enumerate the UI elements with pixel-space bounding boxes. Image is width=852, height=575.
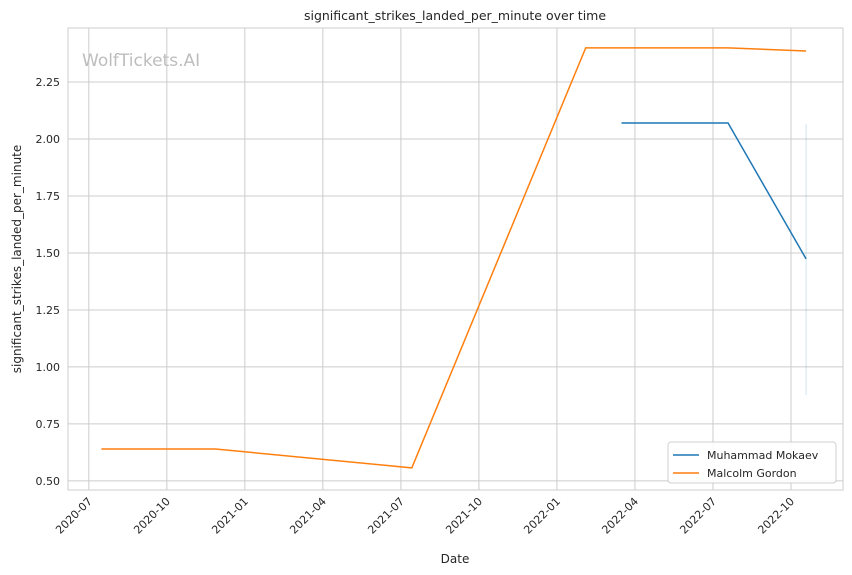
legend-label-mokaev: Muhammad Mokaev [707, 449, 819, 462]
x-tick-label: 2021-10 [443, 495, 485, 537]
series-line-malcolm-gordon [101, 47, 807, 469]
y-tick-label: 2.25 [36, 76, 61, 89]
y-tick-label: 1.75 [36, 190, 61, 203]
x-tick-label: 2021-04 [287, 495, 329, 537]
y-tick-label: 2.00 [36, 133, 61, 146]
legend-box [667, 441, 837, 484]
x-tick-label: 2020-07 [53, 495, 95, 537]
x-tick-label: 2022-01 [521, 495, 563, 537]
y-tick-label: 0.75 [36, 418, 61, 431]
x-tick-label: 2022-10 [755, 495, 797, 537]
x-tick-label: 2021-01 [209, 495, 251, 537]
x-tick-label: 2022-07 [677, 495, 719, 537]
y-tick-label: 1.25 [36, 304, 61, 317]
x-axis-label: Date [441, 552, 470, 566]
x-tick-label: 2021-07 [365, 495, 407, 537]
legend-label-gordon: Malcolm Gordon [707, 467, 797, 480]
series-line-muhammad-mokaev [621, 122, 807, 260]
x-tick-label: 2020-10 [131, 495, 173, 537]
y-axis-label: significant_strikes_landed_per_minute [10, 145, 24, 374]
plot-frame [67, 27, 844, 491]
legend: Muhammad Mokaev Malcolm Gordon [667, 441, 837, 484]
y-tick-label: 1.50 [36, 247, 61, 260]
x-tick-label: 2022-04 [599, 495, 641, 537]
y-tick-label: 1.00 [36, 361, 61, 374]
y-tick-label: 0.50 [36, 475, 61, 488]
chart-title: significant_strikes_landed_per_minute ov… [304, 8, 606, 23]
watermark: WolfTickets.AI [82, 51, 200, 71]
